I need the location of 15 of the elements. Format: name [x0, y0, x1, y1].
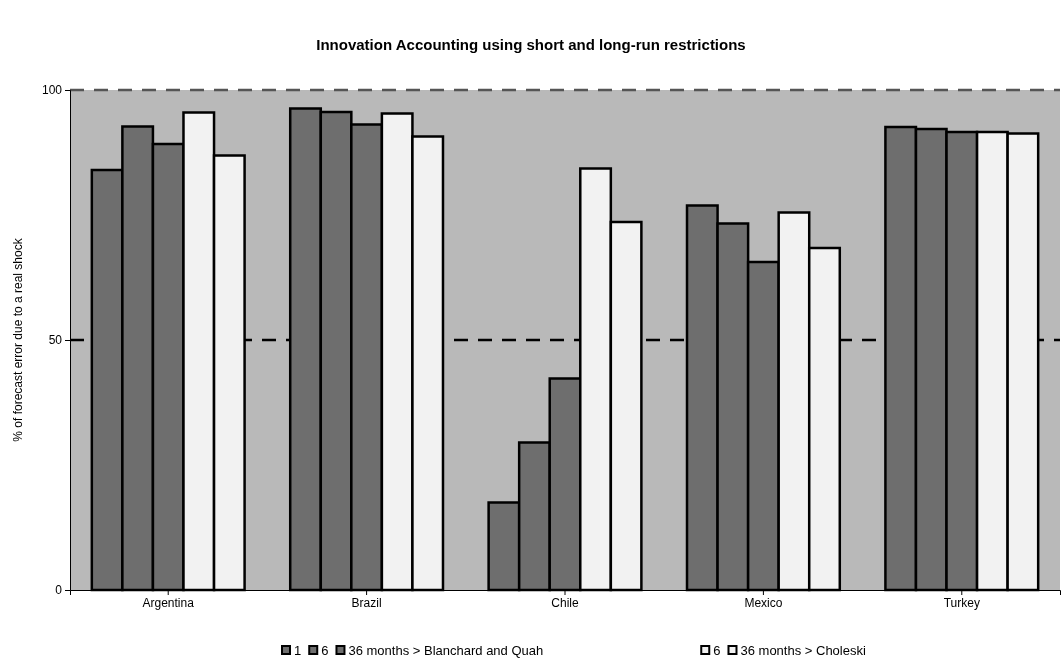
x-tick-label: Mexico	[744, 595, 783, 610]
chart-title: Innovation Accounting using short and long-run restrictions	[316, 36, 746, 53]
legend-label: 36 months > Blanchard and Quah	[348, 643, 544, 658]
legend-label: 1	[294, 643, 302, 658]
legend-label: 36 months > Choleski	[740, 643, 866, 658]
x-tick-label: Turkey	[943, 595, 980, 610]
y-tick-label: 0	[55, 583, 63, 598]
y-axis-title: % of forecast error due to a real shock	[11, 237, 25, 442]
y-tick-label: 100	[41, 83, 63, 98]
x-tick-label: Brazil	[351, 595, 382, 610]
y-tick-label: 50	[48, 333, 63, 348]
x-tick-label: Argentina	[142, 595, 195, 610]
legend-label: 6	[321, 643, 329, 658]
x-tick-label: Chile	[551, 595, 579, 610]
legend-label: 6	[713, 643, 721, 658]
